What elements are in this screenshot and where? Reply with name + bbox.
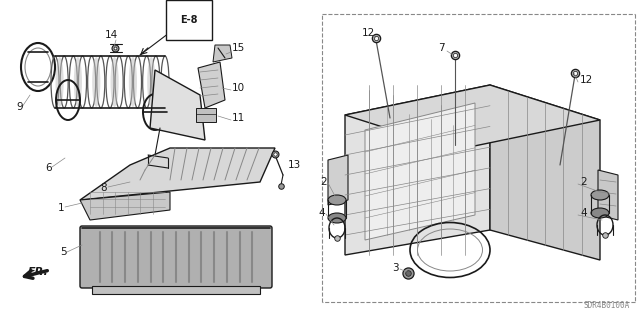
Polygon shape (213, 45, 232, 62)
Polygon shape (345, 85, 490, 255)
Text: 11: 11 (232, 113, 245, 123)
Ellipse shape (74, 57, 82, 107)
Text: 9: 9 (16, 102, 22, 112)
Polygon shape (80, 148, 275, 200)
Polygon shape (365, 103, 475, 240)
Bar (196, 108, 216, 122)
Text: 4: 4 (318, 208, 324, 218)
Ellipse shape (328, 195, 346, 205)
Ellipse shape (591, 190, 609, 200)
Polygon shape (490, 85, 600, 260)
Text: 8: 8 (100, 183, 107, 193)
Ellipse shape (591, 208, 609, 218)
Polygon shape (598, 170, 618, 220)
Ellipse shape (56, 57, 63, 107)
Ellipse shape (328, 213, 346, 223)
Text: 12: 12 (580, 75, 593, 85)
Text: E-8: E-8 (180, 15, 198, 25)
FancyBboxPatch shape (80, 226, 272, 288)
Bar (92, 286, 260, 294)
Ellipse shape (92, 57, 100, 107)
Polygon shape (80, 192, 170, 220)
Text: 7: 7 (438, 43, 445, 53)
Bar (132, 177, 148, 187)
Text: 13: 13 (288, 160, 301, 170)
Ellipse shape (129, 57, 137, 107)
Ellipse shape (111, 57, 118, 107)
Text: 12: 12 (362, 28, 375, 38)
Polygon shape (150, 70, 205, 140)
Text: 6: 6 (45, 163, 52, 173)
Text: 4: 4 (580, 208, 587, 218)
Text: 3: 3 (392, 263, 399, 273)
Text: 5: 5 (60, 247, 67, 257)
Text: 2: 2 (320, 177, 326, 187)
Text: 2: 2 (580, 177, 587, 187)
Text: 1: 1 (58, 203, 65, 213)
Text: 10: 10 (232, 83, 245, 93)
Polygon shape (198, 62, 225, 108)
Text: FR.: FR. (28, 267, 49, 277)
Text: 14: 14 (105, 30, 118, 40)
Polygon shape (328, 155, 348, 205)
Ellipse shape (147, 57, 156, 107)
Text: 15: 15 (232, 43, 245, 53)
Polygon shape (345, 85, 600, 150)
Text: SDR4B0100A: SDR4B0100A (584, 301, 630, 310)
